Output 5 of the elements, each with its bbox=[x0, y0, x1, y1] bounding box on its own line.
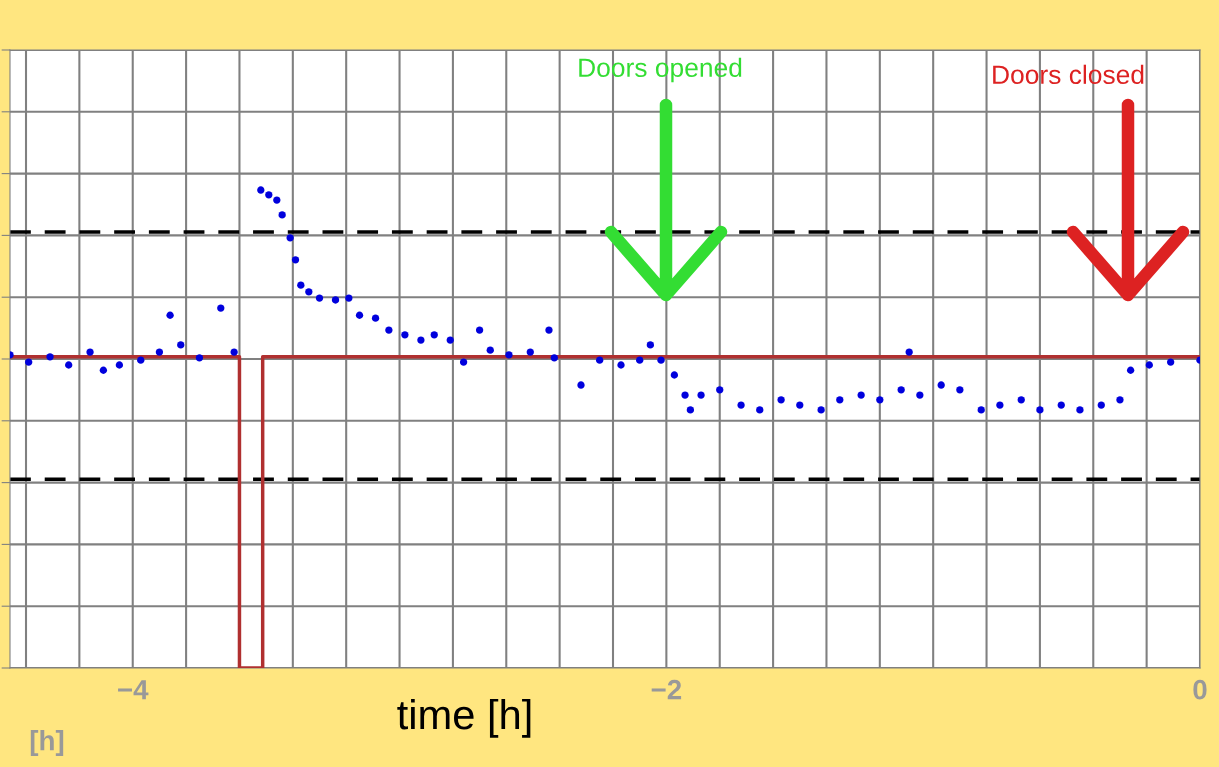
x-tick-label: −2 bbox=[651, 679, 682, 700]
x-axis-title: time [h] bbox=[397, 698, 531, 738]
text: [h] bbox=[30, 730, 64, 756]
x-tick-label: 0 bbox=[1193, 679, 1207, 700]
x-tick-label: −4 bbox=[118, 680, 149, 700]
